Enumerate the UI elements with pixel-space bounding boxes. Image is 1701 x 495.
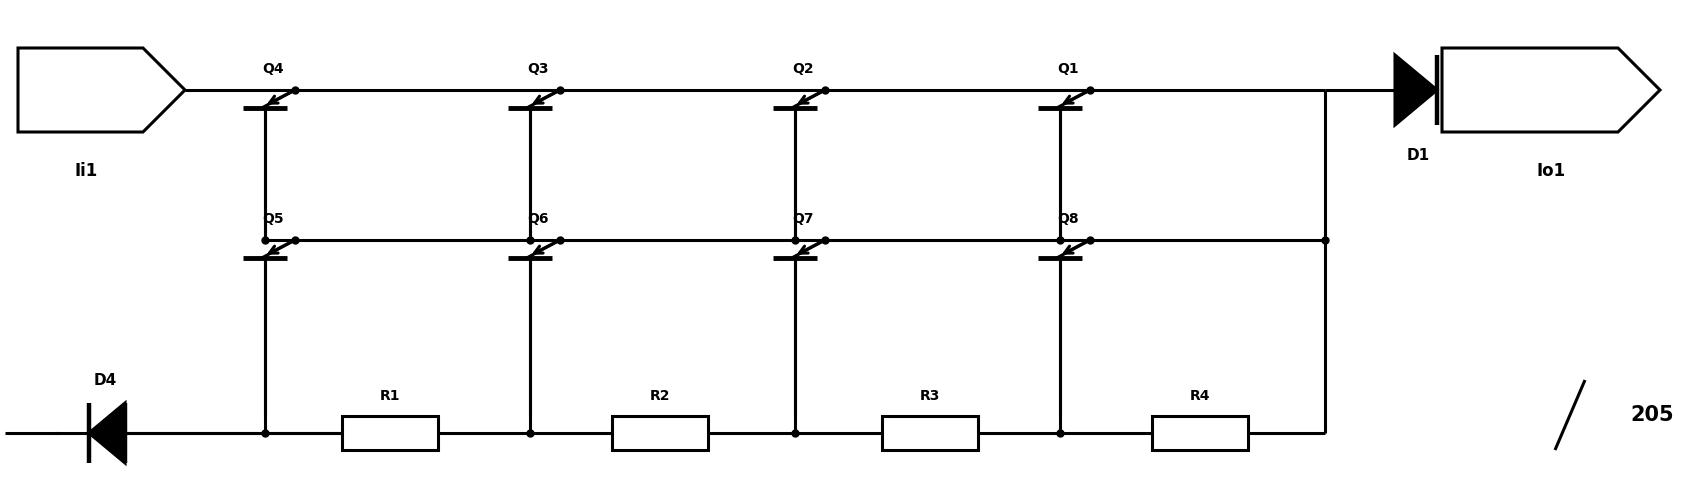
FancyBboxPatch shape: [1152, 416, 1249, 450]
Text: Q4: Q4: [262, 62, 284, 76]
Text: Ii1: Ii1: [75, 162, 99, 180]
Polygon shape: [1395, 55, 1437, 125]
Polygon shape: [88, 403, 124, 463]
Text: R3: R3: [920, 389, 941, 403]
Text: Q6: Q6: [527, 212, 549, 226]
Text: 205: 205: [1630, 405, 1674, 425]
Text: Q8: Q8: [1058, 212, 1078, 226]
Text: Io1: Io1: [1536, 162, 1565, 180]
Text: Q5: Q5: [262, 212, 284, 226]
Text: R4: R4: [1189, 389, 1209, 403]
Text: Q3: Q3: [527, 62, 549, 76]
Text: R1: R1: [379, 389, 400, 403]
Text: D4: D4: [94, 373, 117, 388]
Text: D1: D1: [1407, 148, 1429, 163]
FancyBboxPatch shape: [612, 416, 708, 450]
FancyBboxPatch shape: [883, 416, 978, 450]
FancyBboxPatch shape: [342, 416, 437, 450]
Text: Q2: Q2: [793, 62, 813, 76]
Text: Q1: Q1: [1058, 62, 1078, 76]
Text: R2: R2: [650, 389, 670, 403]
Text: Q7: Q7: [793, 212, 813, 226]
